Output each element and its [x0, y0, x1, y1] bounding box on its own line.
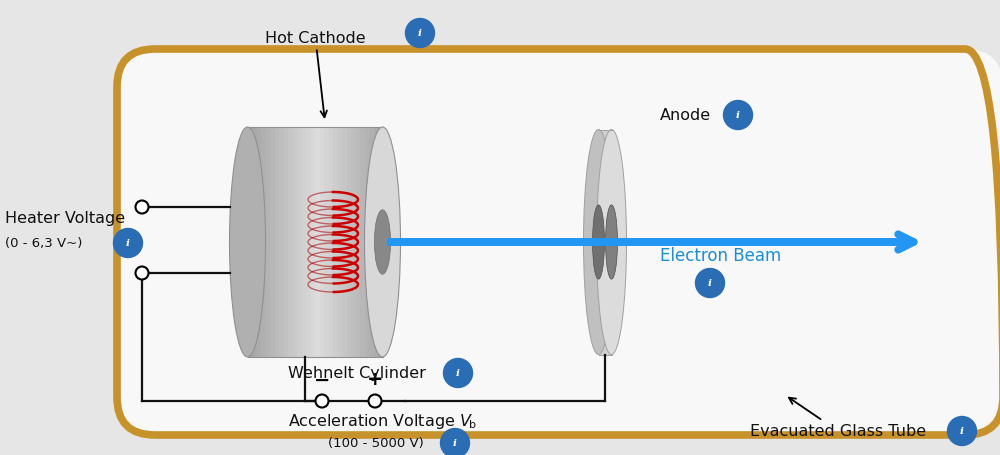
Bar	[378, 128, 383, 357]
Bar	[284, 128, 288, 357]
Text: −: −	[314, 369, 330, 389]
Circle shape	[724, 101, 753, 130]
Text: +: +	[367, 369, 383, 389]
Bar	[315, 128, 320, 357]
Bar	[293, 128, 298, 357]
Text: Anode: Anode	[660, 108, 711, 123]
Text: i: i	[418, 30, 422, 38]
Bar	[598, 130, 612, 355]
Bar	[360, 128, 365, 357]
Ellipse shape	[592, 205, 604, 279]
Circle shape	[136, 201, 149, 214]
Circle shape	[114, 229, 143, 258]
Bar	[297, 128, 302, 357]
Text: i: i	[736, 111, 740, 120]
Ellipse shape	[230, 128, 266, 357]
Ellipse shape	[365, 128, 401, 357]
Bar	[333, 128, 338, 357]
Bar	[364, 128, 370, 357]
Bar	[274, 128, 280, 357]
Circle shape	[368, 394, 382, 408]
Circle shape	[444, 359, 473, 388]
Circle shape	[316, 394, 329, 408]
Bar	[347, 128, 352, 357]
Bar	[252, 128, 257, 357]
FancyBboxPatch shape	[117, 50, 1000, 435]
Bar	[248, 128, 382, 357]
Bar	[306, 128, 311, 357]
Circle shape	[947, 417, 976, 445]
Text: i: i	[126, 239, 130, 248]
Text: Hot Cathode: Hot Cathode	[265, 30, 366, 118]
Text: Electron Beam: Electron Beam	[660, 247, 781, 264]
Ellipse shape	[584, 130, 614, 355]
Bar	[328, 128, 334, 357]
Bar	[351, 128, 356, 357]
Text: Wehnelt Cylinder: Wehnelt Cylinder	[288, 366, 426, 381]
Bar	[302, 128, 306, 357]
Circle shape	[440, 429, 470, 455]
Bar	[248, 128, 252, 357]
Circle shape	[406, 20, 435, 48]
Bar	[356, 128, 361, 357]
Ellipse shape	[596, 130, 626, 355]
Ellipse shape	[606, 205, 618, 279]
Bar	[261, 128, 266, 357]
Text: (100 - 5000 V): (100 - 5000 V)	[328, 436, 424, 450]
Circle shape	[696, 269, 724, 298]
Text: i: i	[456, 369, 460, 378]
Text: i: i	[708, 279, 712, 288]
Text: Evacuated Glass Tube: Evacuated Glass Tube	[750, 398, 926, 439]
Text: i: i	[960, 427, 964, 435]
Bar	[288, 128, 293, 357]
Bar	[279, 128, 284, 357]
Text: Heater Voltage: Heater Voltage	[5, 210, 125, 225]
Bar	[342, 128, 347, 357]
Bar	[374, 128, 379, 357]
Text: (0 - 6,3 V~): (0 - 6,3 V~)	[5, 237, 82, 250]
Text: i: i	[453, 439, 457, 448]
Bar	[320, 128, 325, 357]
Bar	[266, 128, 271, 357]
Bar	[338, 128, 342, 357]
Bar	[270, 128, 275, 357]
Text: Acceleration Voltage $V_{\!\mathrm{b}}$: Acceleration Voltage $V_{\!\mathrm{b}}$	[288, 412, 477, 430]
Bar	[324, 128, 329, 357]
Bar	[369, 128, 374, 357]
Bar	[256, 128, 262, 357]
Circle shape	[136, 267, 149, 280]
Bar	[310, 128, 316, 357]
Ellipse shape	[374, 210, 391, 275]
